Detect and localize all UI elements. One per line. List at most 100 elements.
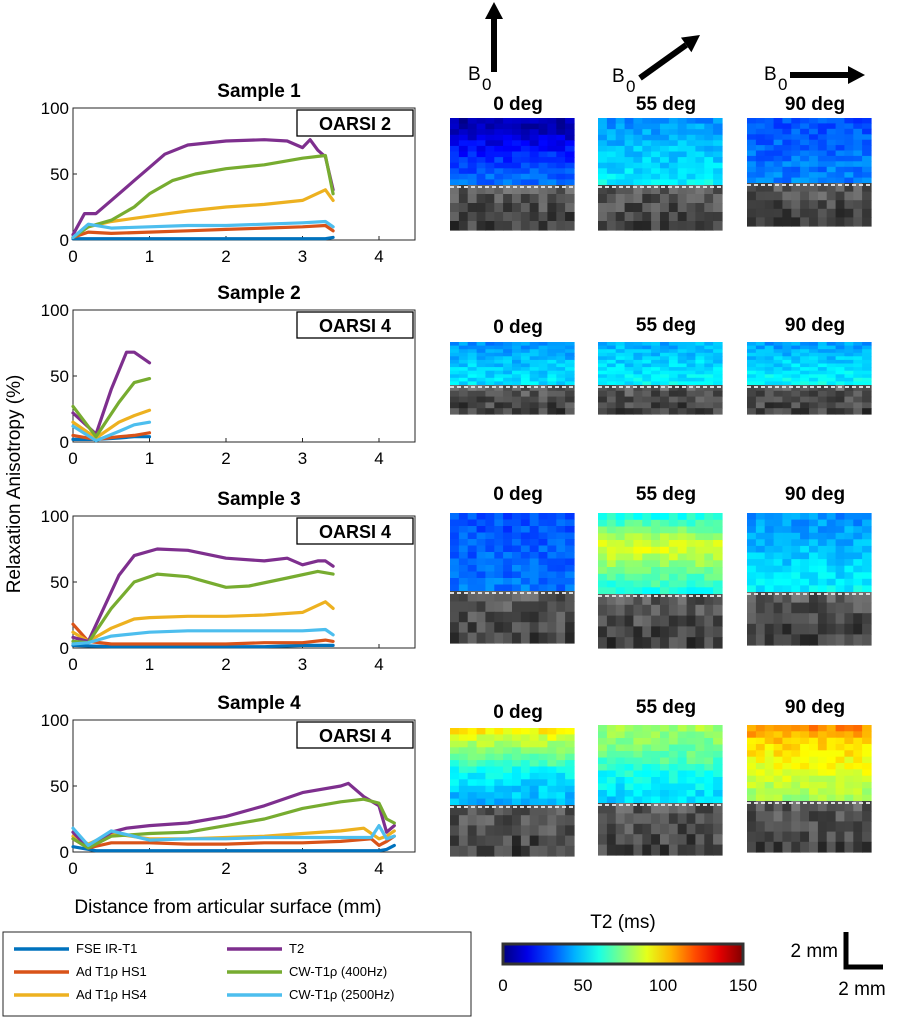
heatmap-cell <box>686 533 697 541</box>
heatmap-cell <box>503 377 513 382</box>
heatmap-cell <box>520 123 531 130</box>
bone-cell <box>782 831 792 843</box>
heatmap-cell <box>853 526 863 534</box>
heatmap-cell <box>547 363 557 368</box>
bone-cell <box>686 390 697 398</box>
series-line <box>71 622 335 646</box>
heatmap-cell <box>633 356 643 361</box>
heatmap-cell <box>853 552 863 560</box>
heatmap-cell <box>782 552 792 560</box>
heatmap-0-deg: 0 deg <box>450 484 575 644</box>
heatmap-cell <box>791 769 801 777</box>
heatmap-cell <box>450 760 460 768</box>
heatmap-cell <box>565 578 575 586</box>
bone-cell <box>668 637 679 649</box>
heatmap-cell <box>755 526 766 534</box>
heatmap-cell <box>520 168 531 175</box>
heatmap-cell <box>624 738 635 746</box>
heatmap-cell <box>503 134 513 141</box>
x-tick-label: 0 <box>68 655 77 674</box>
arrow-head <box>680 35 700 53</box>
bone-cell <box>503 632 513 644</box>
bone-cell <box>853 821 863 833</box>
heatmap-cell <box>467 578 478 586</box>
bone-cell <box>467 591 478 602</box>
bone-cell <box>633 604 643 617</box>
heatmap-cell <box>747 775 757 783</box>
heatmap-cell <box>764 585 775 593</box>
heatmap-cell <box>538 792 549 800</box>
heatmap-cell <box>606 533 617 541</box>
heatmap-cell <box>862 750 872 758</box>
bone-cell <box>853 592 863 604</box>
heatmap-cell <box>485 134 495 141</box>
bone-cell <box>747 385 757 392</box>
heatmap-cell <box>529 367 540 372</box>
heatmap-cell <box>782 572 792 580</box>
heatmap-cell <box>485 123 495 130</box>
bone-cell <box>624 396 635 403</box>
heatmap-cell <box>853 363 863 368</box>
x-tick-label: 0 <box>68 859 77 878</box>
heatmap-cell <box>556 370 566 375</box>
heatmap-cell <box>520 513 531 521</box>
heatmap-cell <box>476 785 487 793</box>
heatmap-cell <box>817 572 828 580</box>
heatmap-cell <box>826 526 837 534</box>
heatmap-cell <box>677 118 688 125</box>
bone-cell <box>704 194 714 204</box>
heatmap-cell <box>450 571 460 579</box>
heatmap-cell <box>800 363 810 368</box>
heatmap-cell <box>755 513 766 521</box>
heatmap-cell <box>615 796 626 804</box>
heatmap-cell <box>809 370 819 375</box>
heatmap-cell <box>556 349 566 354</box>
heatmap-cell <box>598 145 608 153</box>
heatmap-cell <box>826 161 837 168</box>
heatmap-cell <box>747 744 757 751</box>
heatmap-cell <box>817 145 828 152</box>
heatmap-cell <box>642 162 652 169</box>
heatmap-cell <box>844 161 854 168</box>
bone-cell <box>476 194 487 204</box>
bone-cell <box>704 844 714 856</box>
heatmap-cell <box>844 769 854 777</box>
heatmap-cell <box>598 567 608 575</box>
heatmap-cell <box>642 587 652 595</box>
heatmap-cell <box>747 123 757 130</box>
heatmap-cell <box>853 532 863 540</box>
heatmap-cell <box>747 150 757 157</box>
heatmap-cell <box>476 352 487 357</box>
heatmap-cell <box>606 513 617 521</box>
bone-cell <box>695 813 705 825</box>
bone-cell <box>764 200 775 210</box>
heatmap-cell <box>633 179 643 186</box>
heatmap-cell <box>512 370 522 375</box>
heatmap-cell <box>835 345 846 350</box>
heatmap-cell <box>642 573 652 582</box>
heatmap-cell <box>503 760 513 768</box>
bone-cell <box>791 217 801 227</box>
bone-cell <box>512 825 522 837</box>
heatmap-cell <box>755 750 766 758</box>
heatmap-cell <box>704 764 714 772</box>
heatmap-cell <box>598 783 608 791</box>
heatmap-cell <box>606 573 617 582</box>
heatmap-cell <box>844 349 854 354</box>
heatmap-cell <box>642 345 652 350</box>
heatmap-cell <box>773 342 784 347</box>
bone-cell <box>458 408 469 415</box>
heatmap-cell <box>853 578 863 586</box>
heatmap-cell <box>651 777 661 785</box>
heatmap-cell <box>615 553 626 561</box>
bone-cell <box>633 203 643 213</box>
heatmap-cell <box>853 166 863 173</box>
bone-cell <box>755 811 766 822</box>
bone-cell <box>642 844 652 856</box>
bone-cell <box>503 408 513 415</box>
heatmap-cell <box>520 798 531 806</box>
bone-cell <box>755 841 766 853</box>
heatmap-cell <box>485 151 495 158</box>
heatmap-cell <box>660 533 670 541</box>
bone-cell <box>450 385 460 392</box>
